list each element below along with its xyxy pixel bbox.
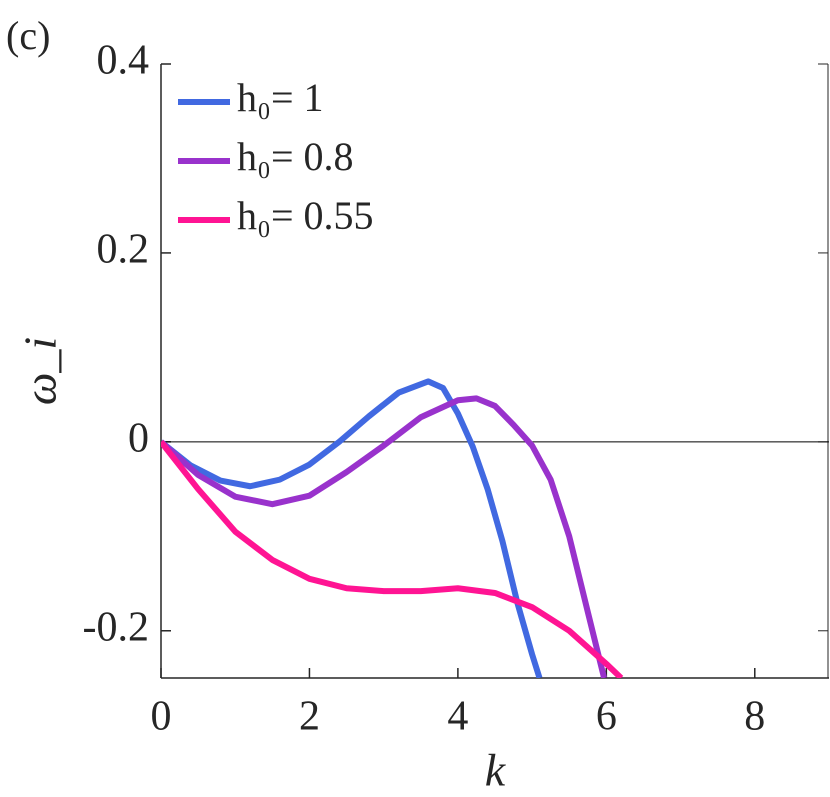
x-tick-label: 4	[447, 694, 468, 740]
legend-label: h₀= 1	[237, 75, 324, 120]
y-tick-label: -0.2	[83, 604, 150, 650]
series-line	[161, 378, 543, 678]
plot-area	[161, 378, 624, 678]
x-tick-label: 6	[596, 694, 617, 740]
series-line	[161, 395, 608, 678]
y-axis-label: ω_i	[15, 337, 66, 405]
y-tick-label: 0.4	[97, 38, 150, 84]
x-tick-label: 8	[744, 694, 765, 740]
legend-label: h₀= 0.8	[237, 134, 354, 179]
series-line	[161, 439, 624, 678]
x-tick-label: 0	[151, 694, 172, 740]
y-tick-label: 0.2	[97, 227, 150, 273]
y-tick-label: 0	[128, 415, 149, 461]
legend-label: h₀= 0.55	[237, 193, 374, 238]
panel-label: (c)	[6, 13, 50, 58]
x-tick-label: 2	[299, 694, 320, 740]
x-axis-label: k	[485, 745, 507, 796]
